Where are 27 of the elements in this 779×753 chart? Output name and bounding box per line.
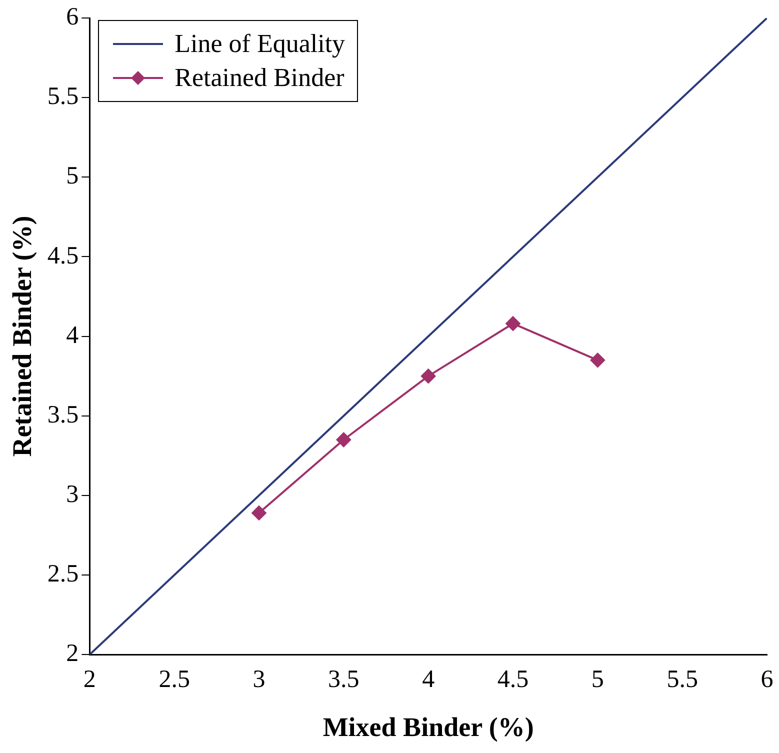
y-tick-label: 5.5 <box>47 83 79 110</box>
point <box>251 505 266 520</box>
x-tick-label: 4 <box>422 666 436 694</box>
x-axis-title: Mixed Binder (%) <box>322 712 534 742</box>
legend-label: Retained Binder <box>174 62 344 94</box>
point <box>420 368 436 384</box>
y-tick-label: 3 <box>66 481 79 508</box>
y-tick-label: 3.5 <box>47 401 79 428</box>
x-tick-label: 5 <box>591 666 604 694</box>
x-tick-label: 5.5 <box>666 666 698 694</box>
y-axis-title: Retained Binder (%) <box>7 216 38 457</box>
point <box>336 432 352 448</box>
x-tick-label: 3.5 <box>328 666 360 694</box>
y-tick-label: 4 <box>66 322 80 349</box>
x-tick-label: 4.5 <box>497 666 529 694</box>
point <box>505 316 520 332</box>
legend-label: Line of Equality <box>174 28 346 60</box>
point <box>590 352 606 368</box>
x-tick-label: 2.5 <box>158 666 190 694</box>
x-tick-label: 2 <box>83 666 96 694</box>
y-tick-label: 4.5 <box>47 242 79 270</box>
x-tick-label: 6 <box>760 666 774 694</box>
y-tick-label: 5 <box>66 162 79 190</box>
y-tick-label: 2 <box>66 640 79 668</box>
y-tick-label: 2.5 <box>47 560 79 588</box>
y-tick-label: 6 <box>66 4 79 31</box>
x-tick-label: 3 <box>252 666 266 694</box>
